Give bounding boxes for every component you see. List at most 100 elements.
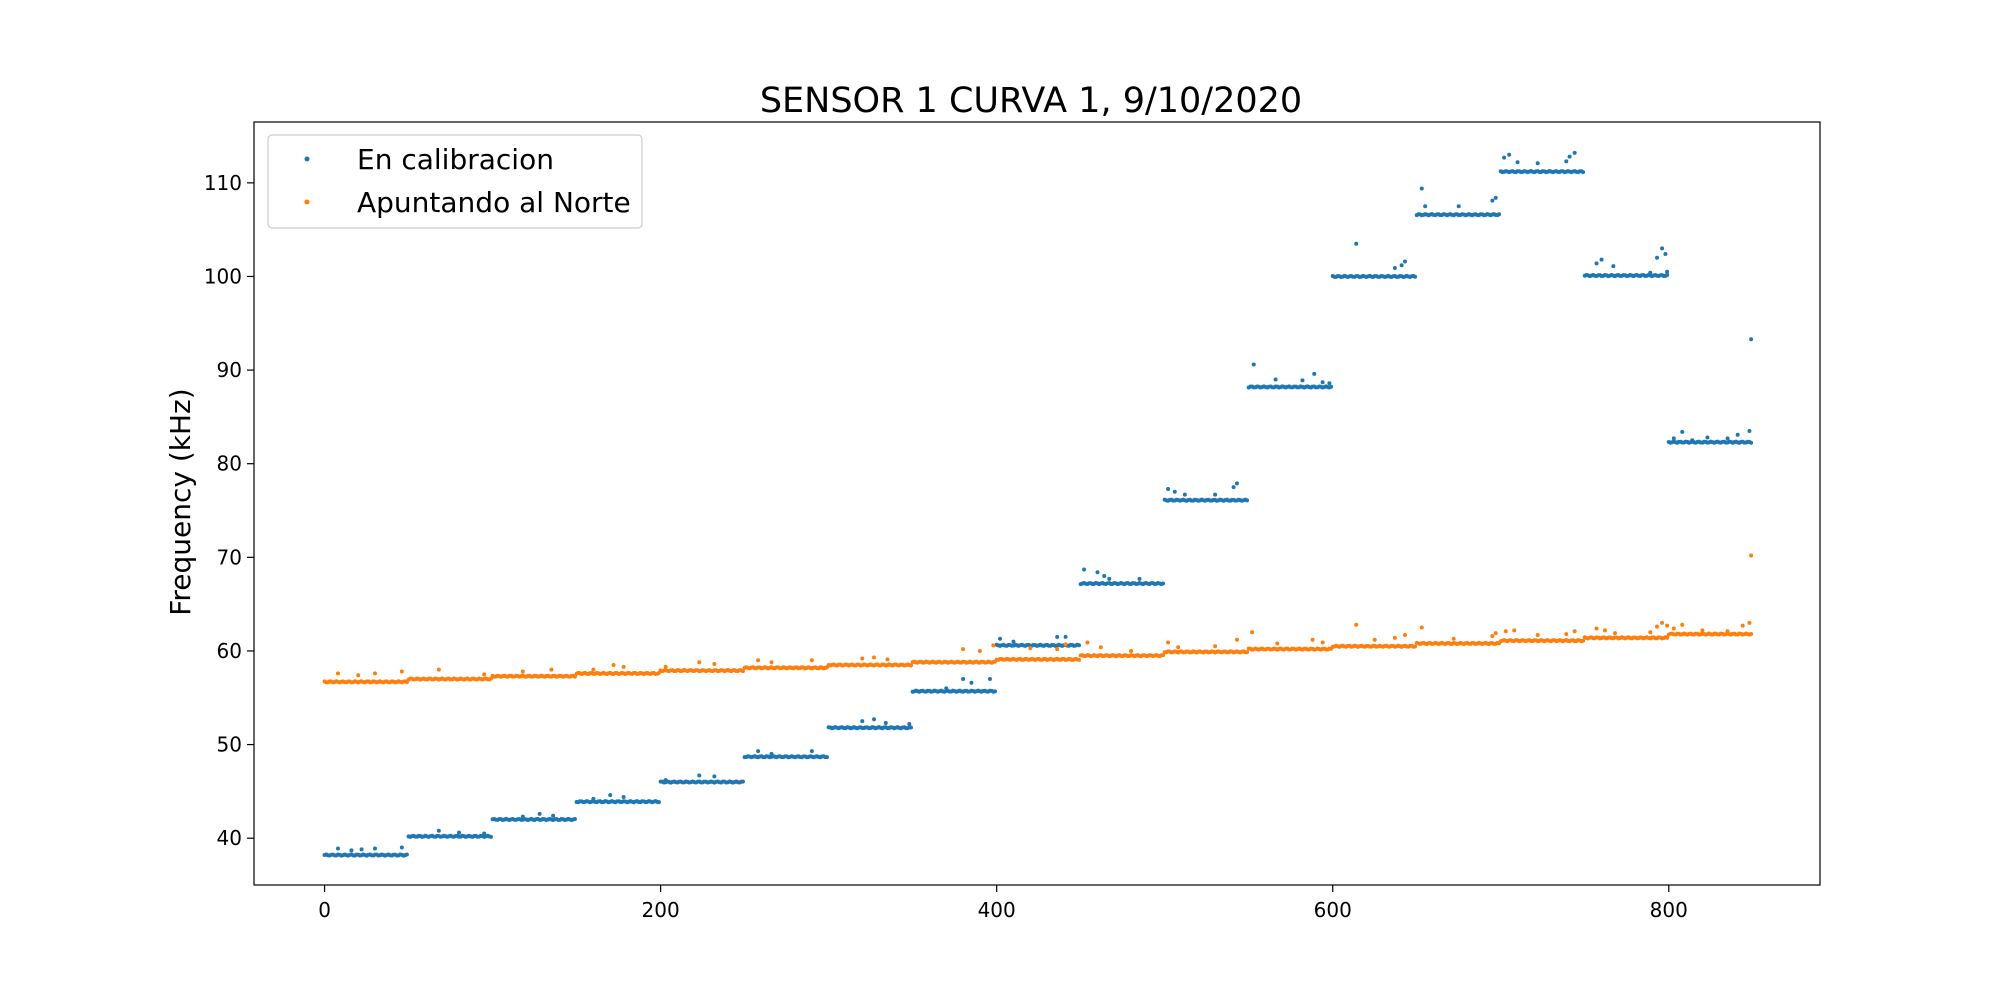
series-1-point [944, 686, 949, 691]
series-2-point [872, 655, 877, 660]
x-tick-label: 600 [1314, 898, 1352, 922]
y-tick-label: 40 [217, 826, 242, 850]
series-1-point [1705, 435, 1710, 440]
series-1-point [1231, 485, 1236, 490]
series-1-point [1419, 186, 1424, 191]
series-2-point [1419, 625, 1424, 630]
series-2-point [1310, 637, 1315, 642]
series-2-point [336, 671, 341, 676]
series-1-point [1182, 492, 1187, 497]
series-2-point [1680, 622, 1685, 627]
series-1-point [336, 846, 341, 851]
series-1-point [1320, 380, 1325, 385]
series-1-point [1456, 204, 1461, 209]
series-1-point [1599, 257, 1604, 262]
series-1-point [591, 796, 596, 801]
series-1-point [520, 814, 525, 819]
series-1-point [1329, 384, 1334, 389]
series-2-point [1512, 628, 1517, 633]
x-tick-label: 800 [1650, 898, 1688, 922]
series-2-point [1166, 640, 1171, 645]
series-2-point [520, 669, 525, 674]
series-2-point [611, 662, 616, 667]
series-2-point [1725, 629, 1730, 634]
series-1-point [1665, 273, 1670, 278]
series-1-point [998, 636, 1003, 641]
series-1-point [1413, 274, 1418, 279]
series-1-point [621, 795, 626, 799]
series-2-point [1749, 631, 1754, 636]
series-2-point [1602, 628, 1607, 633]
series-2-point [1055, 647, 1060, 652]
series-2-point [1493, 631, 1498, 636]
series-1-point [883, 721, 888, 726]
series-2-point [977, 648, 982, 653]
series-2-point [1028, 646, 1033, 651]
series-1-point [1648, 270, 1653, 275]
series-2-point [1655, 624, 1660, 629]
y-tick-label: 110 [204, 171, 242, 195]
series-1-point [1312, 371, 1317, 376]
series-2-point [1535, 633, 1540, 638]
series-1-point [1251, 362, 1256, 367]
series-1-point [1725, 436, 1730, 441]
series-1-point [1213, 492, 1218, 497]
series-1-point [1055, 634, 1060, 639]
series-2-point [1098, 645, 1103, 650]
legend-marker [304, 199, 310, 205]
plot-area [322, 150, 1754, 858]
series-1-point [1572, 150, 1577, 155]
y-tick-label: 50 [217, 733, 242, 757]
series-2 [322, 553, 1754, 685]
series-1-point [1680, 429, 1685, 434]
series-2-point [1320, 640, 1325, 645]
series-2-point [1275, 641, 1280, 646]
series-2-point [663, 664, 668, 669]
legend-box [267, 134, 643, 229]
series-1-point [1581, 170, 1586, 175]
series-1-point [1611, 264, 1616, 269]
series-2-point [356, 673, 361, 678]
series-1-point [1011, 639, 1016, 644]
series-1-point [1137, 576, 1142, 581]
series-2-point [591, 667, 596, 672]
series-2-point [1648, 630, 1653, 635]
series-1-point [1399, 263, 1404, 268]
data-points [322, 150, 1754, 858]
series-1-point [1423, 204, 1428, 209]
series-2-point [1161, 653, 1166, 658]
series-2-point [1749, 553, 1754, 558]
series-2-point [1572, 629, 1577, 634]
y-tick-label: 80 [217, 452, 242, 476]
series-2-point [1594, 626, 1599, 631]
series-1-point [1665, 269, 1670, 274]
series-1-point [809, 749, 814, 754]
series-1-point [1507, 152, 1512, 157]
series-2-point [1077, 657, 1082, 662]
series-1-point [1102, 574, 1107, 579]
series-2-point [1234, 637, 1239, 642]
series-2-point [436, 667, 441, 672]
series-1-point [436, 828, 441, 833]
series-2-point [1213, 644, 1218, 649]
series-2-point [1129, 648, 1134, 653]
series-1-point [992, 689, 997, 694]
series-1-point [1671, 436, 1676, 441]
series-2-point [549, 667, 554, 672]
series-2-point [885, 657, 890, 662]
series-2-point [809, 658, 814, 663]
series-2-point [1665, 623, 1670, 628]
series-1-point [907, 721, 912, 726]
x-tick-label: 0 [318, 898, 331, 922]
series-1-point [1082, 567, 1087, 572]
series-2-point [1613, 631, 1618, 636]
series-1-point [1166, 486, 1171, 491]
series-2-point [1063, 642, 1068, 647]
series-1-point [1234, 481, 1239, 486]
series-2-point [756, 658, 761, 663]
series-1-point [961, 677, 966, 682]
series-1-point [372, 846, 377, 851]
series-2-point [1402, 633, 1407, 638]
series-1-point [359, 847, 364, 852]
